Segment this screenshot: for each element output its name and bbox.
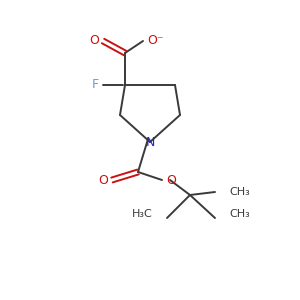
- Text: F: F: [92, 79, 99, 92]
- Text: H₃C: H₃C: [132, 209, 153, 219]
- Text: N: N: [145, 136, 155, 148]
- Text: O: O: [89, 34, 99, 47]
- Text: O: O: [98, 173, 108, 187]
- Text: O⁻: O⁻: [147, 34, 163, 47]
- Text: O: O: [166, 173, 176, 187]
- Text: CH₃: CH₃: [229, 187, 250, 197]
- Text: CH₃: CH₃: [229, 209, 250, 219]
